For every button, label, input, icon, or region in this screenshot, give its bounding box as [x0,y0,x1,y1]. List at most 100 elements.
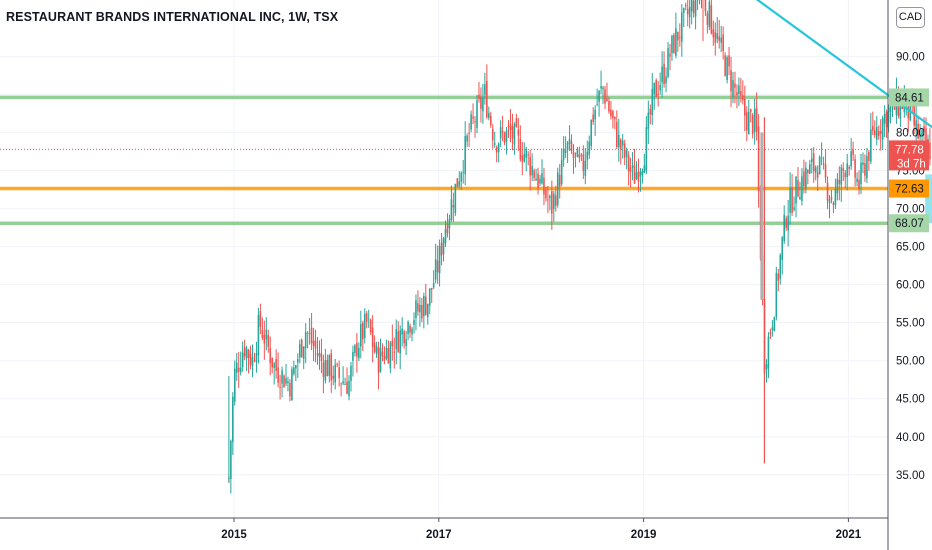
candle-body [923,126,925,132]
currency-button[interactable]: CAD [896,7,925,28]
candle-body [541,173,543,184]
candle-body [850,151,852,167]
candle-body [649,108,652,115]
candle-body [716,33,719,39]
candle-body [535,178,537,181]
candle-body [562,149,565,160]
candle-body [507,126,510,127]
candle-body [397,331,400,352]
candle-body [306,333,309,334]
candle-body [623,143,626,158]
candle-body [740,91,742,96]
candle-body [872,126,874,131]
candle-body [921,130,923,136]
candle-body [578,154,581,158]
candle-body [470,114,472,130]
candle-body [511,125,514,139]
candle-body [690,0,693,12]
chart-grid [0,0,888,518]
current-price-tag: 77.78 [895,144,924,156]
candle-body [297,359,299,363]
candle-body [879,131,882,134]
candle-body [328,354,331,376]
candle-body [334,364,337,383]
candle-body [300,339,303,357]
candle-body [395,329,398,350]
candle-body [769,331,772,335]
candle-body [377,347,380,374]
candle-body [773,317,776,331]
candle-body [497,143,500,153]
candle-body [751,114,754,134]
candle-body [478,94,480,100]
candle-body [805,167,807,189]
candle-body [468,132,470,134]
candle-body [243,347,246,357]
candle-body [310,327,313,344]
candle-body [574,153,577,154]
candle-body [387,348,390,364]
candle-body [629,167,632,172]
candle-body [426,303,429,318]
candle-body [787,215,789,231]
candle-body [651,88,654,116]
candle-body [407,321,409,335]
candle-body [241,352,244,367]
candle-body [682,7,685,13]
candle-body [818,156,821,175]
candle-body [438,245,441,274]
candle-body [840,167,843,186]
candle-body [484,84,486,95]
candle-body [326,359,329,377]
candle-body [694,0,697,17]
candle-body [625,149,628,157]
candle-body [643,165,646,173]
candle-body [732,80,734,98]
candle-body [245,348,248,359]
candle-body [667,48,669,77]
chart-title: RESTAURANT BRANDS INTERNATIONAL INC, 1W,… [6,10,339,24]
candle-body [263,334,266,344]
candle-body [665,76,667,84]
candle-body [332,375,335,379]
candle-body [257,315,260,356]
candle-body [645,127,648,171]
candle-body [832,203,835,205]
candle-body [474,121,476,123]
buying-zone-layer: BUYING ZONE [925,174,932,224]
candle-body [617,134,620,148]
candle-body [421,304,423,319]
candle-body [330,353,333,381]
candle-body [547,199,549,201]
candle-body [836,178,839,194]
candle-body [812,153,815,172]
trendline [755,0,932,129]
candle-body [277,367,279,383]
candle-body [322,362,325,377]
candle-body [576,149,579,158]
candle-body [730,70,732,92]
candle-body [523,153,526,162]
candle-body [253,360,256,362]
candle-body [442,238,445,254]
candle-body [401,328,403,335]
candle-body [881,118,884,140]
y-tick-label: 45.00 [896,394,925,406]
candle-body [917,123,919,139]
candle-body [488,112,490,118]
candle-body [596,103,598,105]
candle-body [247,350,250,359]
y-tick-label: 80.00 [896,128,925,140]
candle-body [543,177,545,195]
candle-body [499,127,502,139]
candle-body [515,118,518,127]
candle-body [728,55,730,67]
candle-body [446,223,449,234]
candle-body [627,155,630,172]
candle-body [531,166,533,176]
candle-body [760,132,764,300]
candle-body [830,196,833,200]
candle-body [239,367,242,373]
candle-body [503,132,506,144]
